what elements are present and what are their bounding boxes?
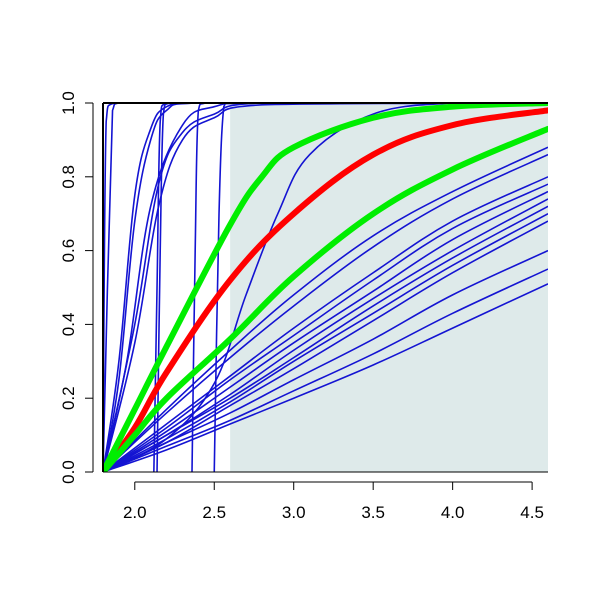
blue-curve-16 [103,183,548,472]
blue-curve-20 [103,212,548,472]
x-tick-label: 4.5 [520,503,544,522]
blue-curve-10 [191,103,548,472]
y-tick-label: 0.6 [59,239,78,263]
blue-curve-22 [103,249,548,472]
y-axis: 0.0 0.2 0.4 0.6 0.8 1.0 [59,91,94,484]
y-tick-label: 0.0 [59,460,78,484]
y-tick-label: 0.8 [59,165,78,189]
blue-curve-12 [103,103,548,472]
y-tick-label: 1.0 [59,91,78,115]
red-curve-1 [103,107,548,472]
blue-curve-17 [103,190,548,472]
blue-curve-15 [103,176,548,472]
blue-curve-24 [103,283,548,472]
x-tick-label: 2.0 [123,503,147,522]
green-curve-2 [103,103,548,472]
plot-frame [102,102,548,473]
x-tick-label: 3.0 [282,503,306,522]
blue-curve-9 [156,103,548,472]
blue-curve-19 [103,205,548,472]
x-tick-label: 2.5 [202,503,226,522]
y-tick-label: 0.4 [59,313,78,337]
highlighted-curves-group [103,103,548,472]
blue-curve-3 [103,103,548,472]
blue-curve-6 [103,103,548,472]
x-tick-label: 4.0 [441,503,465,522]
x-tick-label: 3.5 [361,503,385,522]
x-axis: 2.0 2.5 3.0 3.5 4.0 4.5 [123,481,544,522]
y-tick-label: 0.2 [59,386,78,410]
blue-curve-23 [103,268,548,472]
blue-curve-4 [103,103,548,472]
green-curve-3 [103,125,548,472]
blue-curve-13 [103,146,548,472]
blue-curve-2 [103,103,548,472]
blue-curve-14 [103,153,548,472]
blue-curve-11 [213,103,548,472]
blue-curve-8 [153,103,548,472]
blue-curves-group [103,103,548,472]
